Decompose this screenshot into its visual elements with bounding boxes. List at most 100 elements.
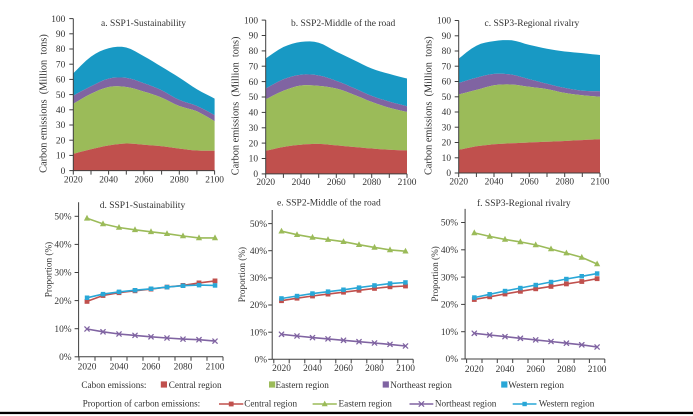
- svg-text:Carbon emissions (Million to: Carbon emissions (Million tons): [424, 36, 435, 175]
- svg-text:Proportion (%): Proportion (%): [430, 246, 440, 301]
- svg-text:Western region: Western region: [539, 399, 595, 409]
- svg-text:20: 20: [249, 139, 259, 149]
- svg-text:30: 30: [56, 121, 66, 131]
- svg-text:2080: 2080: [174, 362, 193, 372]
- svg-text:2060: 2060: [520, 178, 539, 188]
- svg-text:10%: 10%: [441, 328, 458, 338]
- svg-text:f. SSP3-Regional rivalry: f. SSP3-Regional rivalry: [477, 198, 571, 209]
- svg-text:a. SSP1-Sustainability: a. SSP1-Sustainability: [101, 19, 186, 29]
- svg-text:2040: 2040: [496, 365, 515, 375]
- svg-text:2020: 2020: [449, 178, 468, 188]
- svg-text:30%: 30%: [54, 269, 71, 279]
- svg-text:10: 10: [249, 155, 259, 165]
- svg-text:Eastern region: Eastern region: [276, 380, 330, 390]
- svg-text:Northeast region: Northeast region: [435, 399, 497, 409]
- svg-text:2080: 2080: [362, 178, 381, 188]
- svg-text:60: 60: [249, 78, 259, 88]
- svg-text:90: 90: [249, 32, 259, 42]
- svg-text:10: 10: [442, 154, 452, 164]
- svg-text:0%: 0%: [59, 353, 72, 363]
- svg-text:50: 50: [442, 93, 452, 103]
- svg-text:50%: 50%: [441, 219, 458, 229]
- svg-text:Central region: Central region: [244, 399, 297, 409]
- svg-text:80: 80: [442, 47, 452, 57]
- svg-text:2080: 2080: [557, 365, 576, 375]
- svg-text:d. SSP1-Sustainability: d. SSP1-Sustainability: [100, 201, 186, 211]
- svg-text:2100: 2100: [205, 176, 224, 186]
- svg-text:0: 0: [253, 170, 258, 180]
- svg-text:Western region: Western region: [508, 380, 564, 390]
- svg-text:10: 10: [56, 152, 66, 162]
- svg-text:2060: 2060: [327, 178, 346, 188]
- svg-text:40%: 40%: [441, 246, 458, 256]
- svg-text:40%: 40%: [54, 241, 71, 251]
- svg-text:40%: 40%: [250, 247, 267, 257]
- svg-text:2100: 2100: [588, 365, 607, 375]
- svg-text:c. SSP3-Regional rivalry: c. SSP3-Regional rivalry: [485, 19, 580, 29]
- svg-text:100: 100: [437, 17, 451, 27]
- svg-text:30: 30: [249, 124, 259, 134]
- svg-text:2060: 2060: [135, 176, 154, 186]
- svg-text:2100: 2100: [206, 362, 225, 372]
- svg-text:2080: 2080: [555, 178, 574, 188]
- svg-text:40: 40: [249, 109, 259, 119]
- svg-text:40: 40: [56, 106, 66, 116]
- svg-text:70: 70: [249, 62, 259, 72]
- svg-text:20%: 20%: [441, 301, 458, 311]
- svg-text:Northeast region: Northeast region: [390, 380, 452, 390]
- svg-text:30%: 30%: [441, 273, 458, 283]
- svg-text:2060: 2060: [526, 365, 545, 375]
- svg-text:2080: 2080: [365, 364, 384, 374]
- svg-text:20%: 20%: [54, 297, 71, 307]
- svg-text:2040: 2040: [292, 178, 311, 188]
- svg-text:2020: 2020: [272, 364, 291, 374]
- svg-text:Proportion of carbon emissions: Proportion of carbon emissions:: [83, 399, 201, 409]
- svg-text:50: 50: [56, 91, 66, 101]
- svg-text:10%: 10%: [54, 325, 71, 335]
- svg-text:2060: 2060: [334, 364, 353, 374]
- svg-text:80: 80: [249, 47, 259, 57]
- svg-text:2020: 2020: [465, 365, 484, 375]
- svg-text:70: 70: [442, 63, 452, 73]
- svg-text:2040: 2040: [110, 362, 129, 372]
- svg-text:Central region: Central region: [169, 380, 222, 390]
- svg-text:100: 100: [51, 15, 65, 25]
- svg-text:Cabon emissions:: Cabon emissions:: [81, 380, 146, 390]
- svg-text:60: 60: [442, 78, 452, 88]
- svg-text:e. SSP2-Middle of the road: e. SSP2-Middle of the road: [277, 197, 381, 208]
- svg-text:Proportion (%): Proportion (%): [237, 247, 247, 302]
- svg-text:0: 0: [61, 167, 66, 177]
- svg-text:2100: 2100: [396, 364, 415, 374]
- svg-text:40: 40: [442, 108, 452, 118]
- svg-text:b. SSP2-Middle of the road: b. SSP2-Middle of the road: [291, 18, 395, 29]
- svg-text:2020: 2020: [64, 176, 83, 186]
- svg-text:20%: 20%: [250, 301, 267, 311]
- svg-text:0: 0: [446, 169, 451, 179]
- svg-text:60: 60: [56, 76, 66, 86]
- svg-text:0%: 0%: [255, 356, 268, 366]
- svg-text:90: 90: [56, 30, 66, 40]
- svg-text:90: 90: [442, 32, 452, 42]
- svg-text:80: 80: [56, 45, 66, 55]
- svg-text:2040: 2040: [485, 178, 504, 188]
- svg-text:2100: 2100: [398, 178, 417, 188]
- svg-text:30: 30: [442, 123, 452, 133]
- svg-text:50%: 50%: [54, 213, 71, 223]
- svg-text:2100: 2100: [591, 178, 610, 188]
- svg-text:2040: 2040: [99, 176, 118, 186]
- svg-text:2060: 2060: [142, 362, 161, 372]
- svg-text:20: 20: [56, 136, 66, 146]
- svg-text:2020: 2020: [78, 362, 97, 372]
- svg-text:50: 50: [249, 93, 259, 103]
- svg-text:20: 20: [442, 139, 452, 149]
- svg-text:Carbon emissions (Million to: Carbon emissions (Million tons): [38, 34, 49, 173]
- svg-text:50%: 50%: [250, 220, 267, 230]
- svg-text:0%: 0%: [446, 355, 459, 365]
- svg-text:2020: 2020: [256, 178, 275, 188]
- svg-text:100: 100: [244, 16, 258, 26]
- svg-text:30%: 30%: [250, 274, 267, 284]
- svg-text:Proportion (%): Proportion (%): [44, 242, 54, 297]
- svg-text:70: 70: [56, 60, 66, 70]
- svg-text:Carbon emissions (Million to: Carbon emissions (Million tons): [231, 37, 242, 176]
- svg-text:10%: 10%: [250, 328, 267, 338]
